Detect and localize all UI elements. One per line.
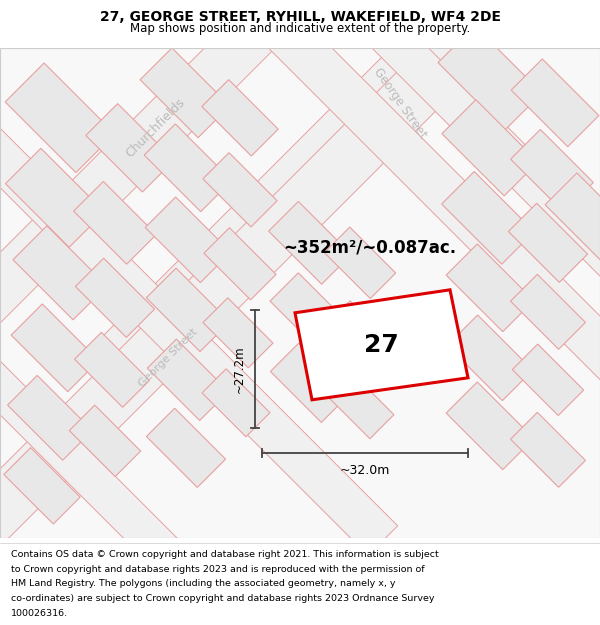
Polygon shape bbox=[202, 369, 270, 437]
Polygon shape bbox=[269, 201, 352, 284]
Polygon shape bbox=[13, 226, 107, 320]
Polygon shape bbox=[5, 63, 115, 173]
Text: George Street: George Street bbox=[137, 327, 199, 389]
Polygon shape bbox=[148, 339, 229, 421]
Text: to Crown copyright and database rights 2023 and is reproduced with the permissio: to Crown copyright and database rights 2… bbox=[11, 564, 424, 574]
Polygon shape bbox=[545, 173, 600, 262]
Polygon shape bbox=[144, 124, 232, 212]
Polygon shape bbox=[203, 298, 273, 368]
Polygon shape bbox=[446, 382, 534, 469]
Polygon shape bbox=[145, 197, 231, 282]
Polygon shape bbox=[74, 332, 149, 408]
Text: 100026316.: 100026316. bbox=[11, 609, 68, 618]
Polygon shape bbox=[11, 304, 99, 392]
Polygon shape bbox=[0, 71, 437, 605]
Text: co-ordinates) are subject to Crown copyright and database rights 2023 Ordnance S: co-ordinates) are subject to Crown copyr… bbox=[11, 594, 434, 603]
Polygon shape bbox=[8, 376, 92, 460]
Polygon shape bbox=[103, 0, 600, 375]
Polygon shape bbox=[204, 228, 276, 300]
Polygon shape bbox=[271, 343, 350, 422]
Polygon shape bbox=[140, 48, 230, 138]
Polygon shape bbox=[146, 268, 230, 351]
Polygon shape bbox=[511, 274, 586, 349]
Polygon shape bbox=[438, 26, 542, 130]
Polygon shape bbox=[326, 371, 394, 439]
Polygon shape bbox=[69, 405, 141, 476]
Text: ~27.2m: ~27.2m bbox=[233, 345, 245, 392]
Polygon shape bbox=[146, 408, 226, 488]
Polygon shape bbox=[0, 0, 600, 382]
Polygon shape bbox=[442, 100, 538, 196]
Polygon shape bbox=[0, 0, 398, 556]
Text: 27: 27 bbox=[364, 333, 398, 357]
Polygon shape bbox=[511, 412, 586, 488]
Text: ~352m²/~0.087ac.: ~352m²/~0.087ac. bbox=[283, 239, 457, 257]
Polygon shape bbox=[5, 148, 104, 248]
Polygon shape bbox=[326, 301, 394, 369]
Polygon shape bbox=[446, 244, 534, 332]
Text: George Street: George Street bbox=[371, 65, 429, 141]
Polygon shape bbox=[0, 0, 400, 348]
Polygon shape bbox=[74, 181, 157, 264]
Polygon shape bbox=[447, 315, 533, 401]
Text: 27, GEORGE STREET, RYHILL, WAKEFIELD, WF4 2DE: 27, GEORGE STREET, RYHILL, WAKEFIELD, WF… bbox=[100, 10, 500, 24]
Polygon shape bbox=[508, 203, 587, 282]
Polygon shape bbox=[86, 104, 174, 192]
Polygon shape bbox=[0, 213, 275, 625]
Polygon shape bbox=[4, 448, 80, 524]
Polygon shape bbox=[76, 258, 155, 338]
Polygon shape bbox=[203, 152, 277, 227]
Polygon shape bbox=[295, 290, 468, 400]
Polygon shape bbox=[202, 79, 278, 156]
Text: Contains OS data © Crown copyright and database right 2021. This information is : Contains OS data © Crown copyright and d… bbox=[11, 550, 439, 559]
Polygon shape bbox=[511, 59, 599, 147]
Polygon shape bbox=[324, 227, 396, 299]
Polygon shape bbox=[270, 273, 350, 352]
Text: ~32.0m: ~32.0m bbox=[340, 464, 390, 478]
Text: Churchfields: Churchfields bbox=[123, 96, 187, 160]
Polygon shape bbox=[442, 171, 535, 264]
Polygon shape bbox=[512, 344, 584, 416]
Text: Map shows position and indicative extent of the property.: Map shows position and indicative extent… bbox=[130, 22, 470, 35]
Polygon shape bbox=[511, 129, 593, 212]
Polygon shape bbox=[193, 0, 600, 435]
Text: HM Land Registry. The polygons (including the associated geometry, namely x, y: HM Land Registry. The polygons (includin… bbox=[11, 579, 395, 589]
